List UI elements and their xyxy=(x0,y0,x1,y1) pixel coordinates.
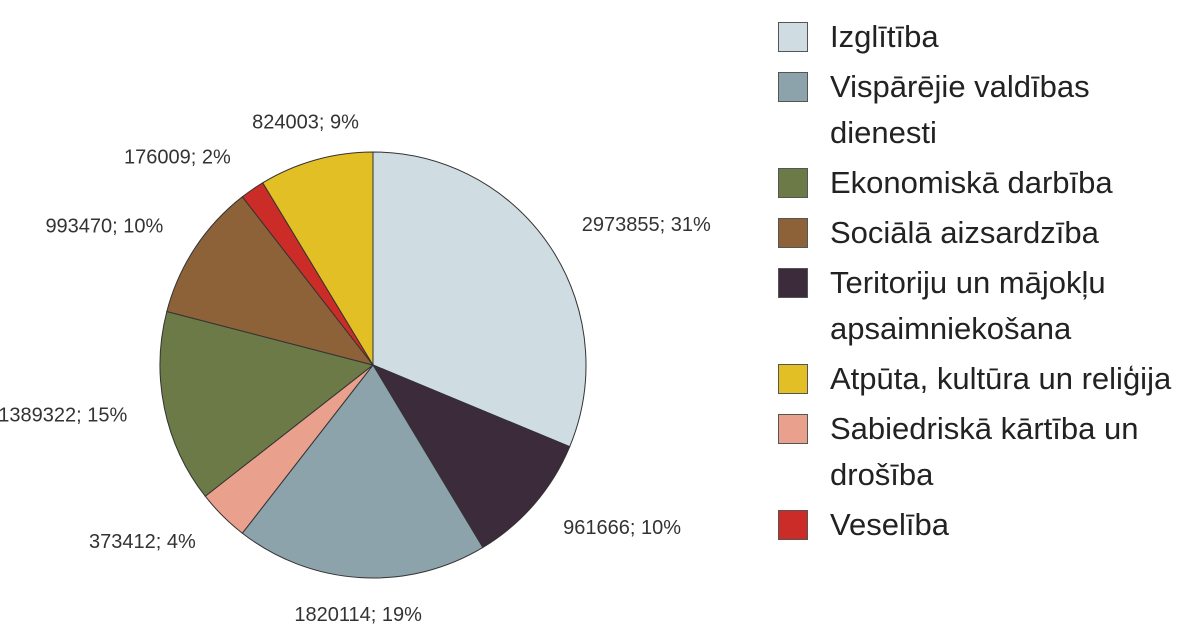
legend-swatch xyxy=(778,218,808,248)
legend-label: Atpūta, kultūra un reliģija xyxy=(830,361,1172,396)
data-label: 2973855; 31% xyxy=(582,214,711,236)
pie-slice xyxy=(372,151,587,448)
pie-slice xyxy=(159,310,375,497)
legend-item: Teritoriju un mājokļu apsaimniekošana xyxy=(778,260,1190,352)
data-label: 1389322; 15% xyxy=(0,404,127,426)
data-label: 993470; 10% xyxy=(45,215,163,237)
legend-swatch xyxy=(778,72,808,102)
legend-label: Sabiedriskā kārtība un drošība xyxy=(830,411,1139,492)
legend-item: Sociālā aizsardzība xyxy=(778,210,1190,256)
data-label: 373412; 4% xyxy=(89,531,196,553)
legend-swatch xyxy=(778,364,808,394)
legend-item: Atpūta, kultūra un reliģija xyxy=(778,356,1190,402)
legend: Izglītība Vispārējie valdības dienesti Eko… xyxy=(778,14,1190,552)
chart: 2973855; 31% 961666; 10% 1820114; 19% 37341… xyxy=(0,112,711,626)
data-label: 961666; 10% xyxy=(563,517,681,539)
legend-item: Izglītība xyxy=(778,14,1190,60)
legend-label: Sociālā aizsardzība xyxy=(830,215,1099,250)
pie-slice xyxy=(166,196,375,366)
legend-label: Vispārējie valdības dienesti xyxy=(830,69,1090,150)
data-label: 824003; 9% xyxy=(252,112,359,134)
legend-swatch xyxy=(778,22,808,52)
legend-item: Ekonomiskā darbība xyxy=(778,160,1190,206)
data-label: 1820114; 19% xyxy=(294,604,422,626)
legend-swatch xyxy=(778,414,808,444)
pie-slice xyxy=(371,363,571,549)
legend-swatch xyxy=(778,168,808,198)
legend-label: Teritoriju un mājokļu apsaimniekošana xyxy=(830,265,1106,346)
legend-item: Veselība xyxy=(778,502,1190,548)
pie-slice xyxy=(241,364,484,579)
legend-swatch xyxy=(778,510,808,540)
legend-swatch xyxy=(778,268,808,298)
legend-label: Veselība xyxy=(830,507,949,542)
legend-label: Ekonomiskā darbība xyxy=(830,165,1113,200)
legend-item: Sabiedriskā kārtība un drošība xyxy=(778,406,1190,498)
data-label: 176009; 2% xyxy=(124,146,231,168)
legend-label: Izglītība xyxy=(830,19,939,54)
legend-item: Vispārējie valdības dienesti xyxy=(778,64,1190,156)
pie-slice xyxy=(262,151,374,367)
